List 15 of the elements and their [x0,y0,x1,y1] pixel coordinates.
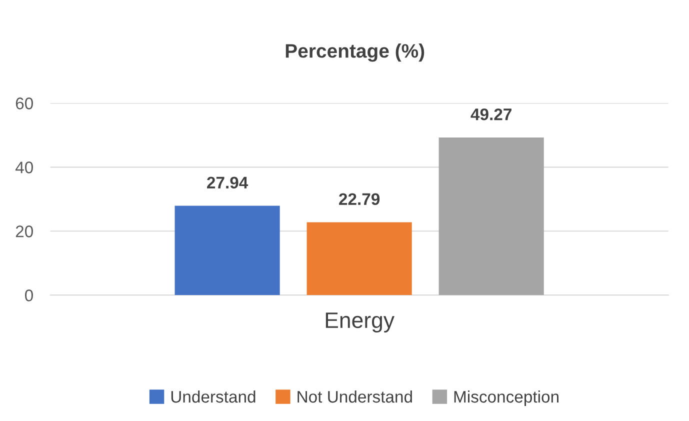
bar [174,206,280,296]
x-tick-label: Energy [326,312,394,333]
y-tick-label: 60 [16,98,33,110]
chart-title: Percentage (%) [286,44,424,62]
data-label: 27.94 [207,176,248,189]
legend-label: Misconception [454,390,558,406]
bar [438,137,544,296]
legend-label: Not Understand [298,390,412,403]
y-tick-label: 40 [15,162,33,174]
y-tick-label: 20 [16,226,33,238]
bar [306,222,412,296]
data-label: 22.79 [339,193,380,206]
y-tick-label: 0 [25,290,33,302]
data-label: 49.27 [470,108,512,120]
legend-label: Understand [171,390,256,403]
